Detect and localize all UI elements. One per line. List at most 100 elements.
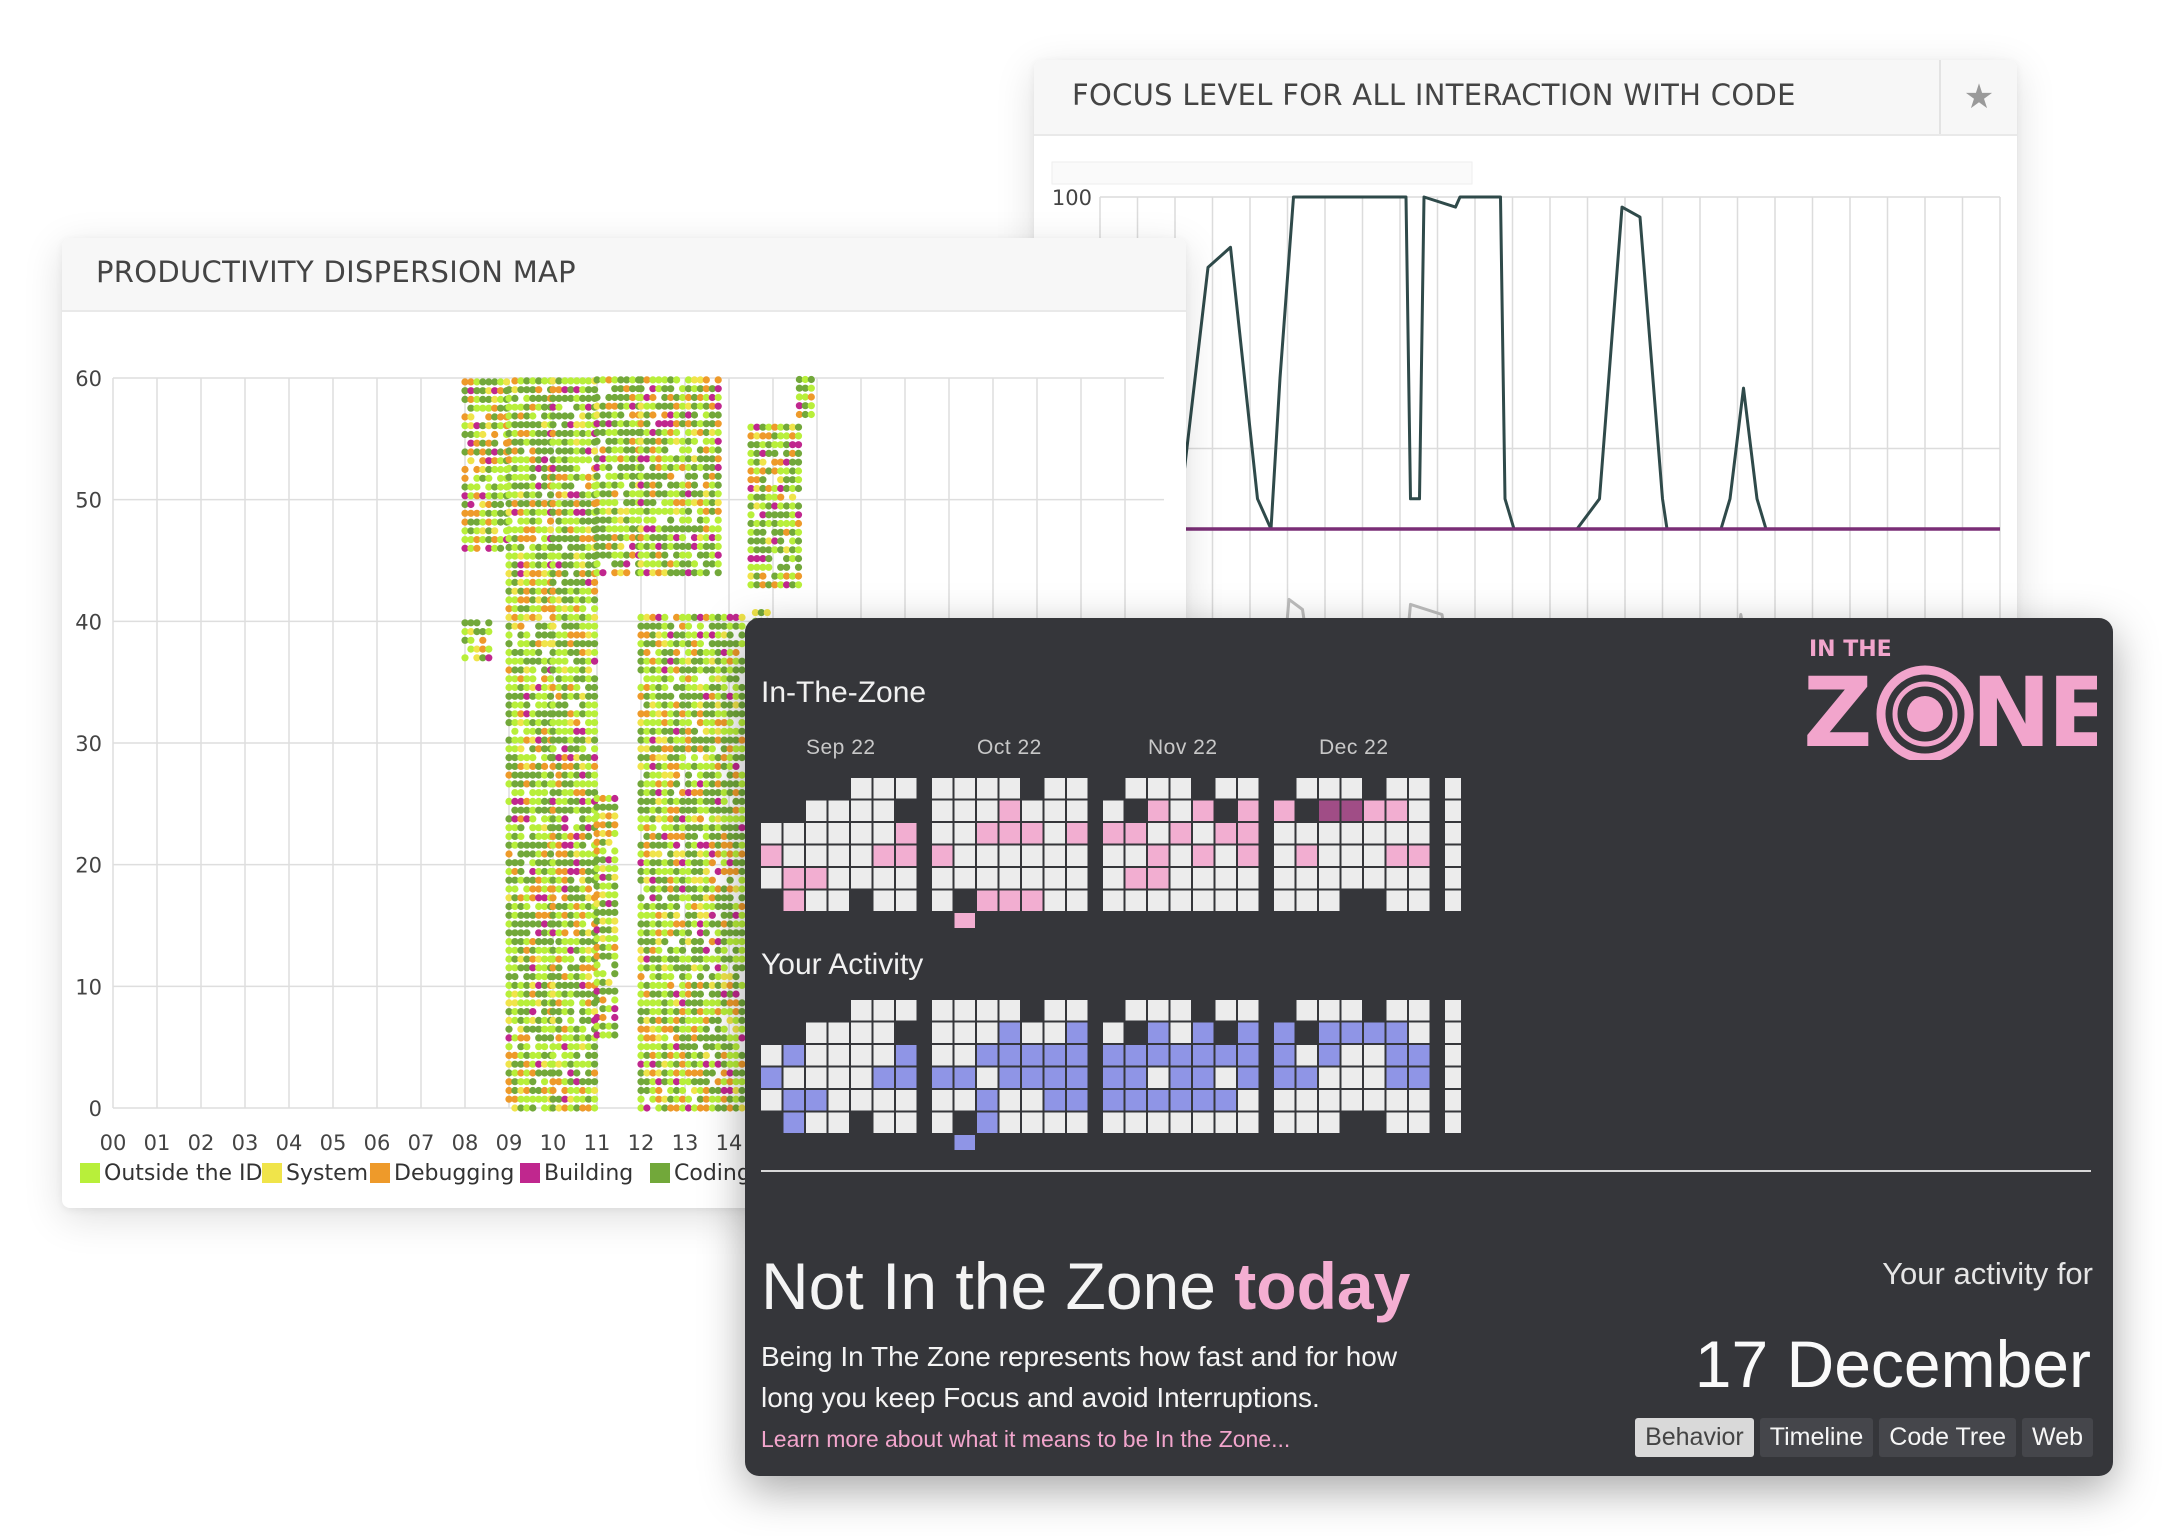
dispersion-dot [643, 719, 651, 727]
heatmap-day-cell [1296, 868, 1317, 889]
tab-web[interactable]: Web [2022, 1418, 2093, 1457]
dispersion-dot [541, 500, 549, 508]
dispersion-dot [673, 631, 681, 639]
tab-behavior[interactable]: Behavior [1635, 1418, 1754, 1457]
dispersion-dot [726, 911, 734, 919]
dispersion-dot [567, 464, 575, 473]
dispersion-dot [661, 622, 669, 630]
dispersion-dot [684, 990, 693, 998]
dispersion-dot [561, 464, 569, 473]
dispersion-dot [684, 437, 693, 445]
dispersion-dot [673, 481, 681, 489]
dispersion-dot [579, 447, 587, 455]
dispersion-dot [541, 543, 549, 551]
heatmap-day-cell [1296, 845, 1317, 866]
dispersion-dot [696, 1069, 705, 1077]
dispersion-dot [655, 1104, 663, 1112]
heatmap-day-cell [1341, 1067, 1362, 1088]
heatmap-day-cell [932, 1112, 953, 1133]
dispersion-dot [505, 780, 513, 788]
dispersion-dot [738, 683, 746, 692]
dispersion-dot [523, 1008, 531, 1016]
dispersion-dot [679, 516, 687, 524]
dispersion-dot [726, 1086, 734, 1095]
dispersion-dot [561, 561, 569, 569]
dispersion-dot [789, 555, 797, 563]
dispersion-dot [655, 455, 663, 463]
dispersion-dot [720, 841, 728, 849]
dispersion-dot [643, 490, 651, 498]
dispersion-dot [535, 508, 543, 516]
legend-swatch [370, 1163, 390, 1183]
heatmap-day-cell [1274, 868, 1295, 889]
dispersion-dot [549, 719, 557, 727]
dispersion-dot [523, 850, 531, 858]
heatmap-day-cell [896, 778, 917, 799]
dispersion-dot [561, 386, 569, 394]
dispersion-dot [599, 507, 607, 515]
dispersion-dot [649, 490, 657, 498]
dispersion-dot [505, 999, 513, 1007]
dispersion-dot [585, 640, 593, 648]
dispersion-dot [807, 393, 815, 401]
dispersion-dot [591, 447, 599, 455]
dispersion-dot [605, 873, 613, 881]
dispersion-dot [759, 572, 767, 580]
dispersion-dot [667, 640, 675, 648]
dispersion-dot [599, 926, 607, 934]
dispersion-dot [549, 973, 557, 981]
dispersion-dot [690, 894, 699, 902]
dispersion-dot [505, 1051, 513, 1059]
dispersion-dot [629, 446, 637, 454]
dispersion-dot [759, 502, 767, 510]
dispersion-dot [529, 832, 537, 841]
dispersion-dot [585, 973, 593, 981]
dispersion-dot [461, 422, 469, 430]
svg-text:Z: Z [1803, 657, 1869, 760]
dispersion-dot [667, 727, 675, 735]
heatmap-day-cell [932, 868, 953, 889]
dispersion-dot [708, 1069, 716, 1077]
dispersion-dot [529, 973, 537, 981]
dispersion-dot [714, 762, 722, 771]
dispersion-dot [599, 1022, 607, 1030]
dispersion-dot [684, 859, 693, 867]
dispersion-dot [649, 542, 657, 550]
learn-more-link[interactable]: Learn more about what it means to be In … [761, 1426, 1291, 1452]
heatmap-day-cell [954, 1045, 975, 1066]
dispersion-dot [541, 938, 549, 946]
dispersion-dot [585, 403, 593, 411]
tab-code-tree[interactable]: Code Tree [1879, 1418, 2017, 1457]
dispersion-dot [585, 613, 593, 621]
dispersion-dot [517, 762, 525, 771]
dispersion-dot [529, 683, 537, 692]
dispersion-dot [649, 841, 657, 849]
dispersion-dot [623, 472, 631, 480]
dispersion-dot [599, 970, 607, 978]
dispersion-dot [655, 973, 663, 981]
dispersion-dot [732, 1043, 740, 1051]
dispersion-dot [747, 519, 755, 528]
dispersion-dot [479, 474, 487, 482]
dispersion-dot [667, 771, 675, 779]
heatmap-day-cell [1445, 800, 1461, 821]
dispersion-dot [708, 1016, 716, 1024]
heatmap-day-cell [999, 823, 1020, 844]
y-axis-tick-label: 30 [75, 732, 102, 756]
dispersion-dot [555, 438, 563, 446]
dispersion-dot [585, 902, 593, 911]
dispersion-dot [561, 701, 569, 709]
favorite-button[interactable]: ★ [1939, 60, 2017, 134]
heatmap-day-cell [1170, 845, 1191, 866]
dispersion-dot [585, 657, 593, 665]
dispersion-dot [579, 613, 587, 621]
dispersion-dot [567, 578, 575, 586]
dispersion-dot [511, 456, 519, 464]
dispersion-dot [732, 710, 740, 718]
dispersion-dot [505, 692, 513, 700]
dispersion-dot [517, 648, 525, 657]
dispersion-dot [573, 806, 581, 814]
dispersion-dot [591, 657, 599, 665]
heatmap-day-cell [1319, 1067, 1340, 1088]
tab-timeline[interactable]: Timeline [1759, 1418, 1874, 1457]
